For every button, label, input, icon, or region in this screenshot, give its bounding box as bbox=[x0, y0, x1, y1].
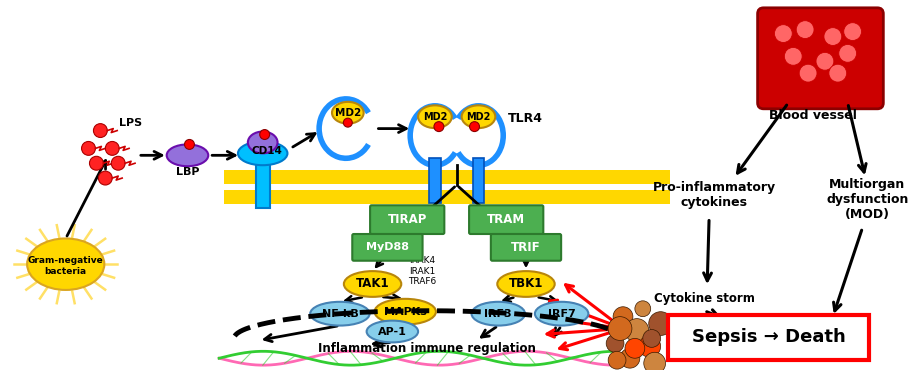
Text: LBP: LBP bbox=[176, 167, 199, 177]
FancyBboxPatch shape bbox=[668, 315, 869, 360]
Circle shape bbox=[829, 64, 846, 82]
Circle shape bbox=[606, 334, 624, 352]
Circle shape bbox=[111, 156, 125, 170]
Text: MD2: MD2 bbox=[467, 112, 491, 122]
Circle shape bbox=[184, 140, 194, 150]
Text: MyD88: MyD88 bbox=[366, 243, 409, 252]
Ellipse shape bbox=[167, 144, 208, 166]
Circle shape bbox=[839, 45, 856, 62]
FancyBboxPatch shape bbox=[370, 205, 445, 234]
Circle shape bbox=[643, 330, 660, 347]
Ellipse shape bbox=[497, 271, 555, 297]
Ellipse shape bbox=[248, 132, 278, 153]
Text: Cytokine storm: Cytokine storm bbox=[654, 292, 755, 305]
Ellipse shape bbox=[471, 302, 525, 326]
Circle shape bbox=[796, 21, 814, 39]
Circle shape bbox=[620, 348, 640, 368]
Text: NF-kB: NF-kB bbox=[322, 309, 359, 319]
Text: Multiorgan
dysfunction
(MOD): Multiorgan dysfunction (MOD) bbox=[826, 178, 909, 221]
Circle shape bbox=[816, 52, 834, 70]
Text: IRF3: IRF3 bbox=[484, 309, 512, 319]
Text: MAPKs: MAPKs bbox=[384, 307, 426, 317]
Circle shape bbox=[800, 64, 817, 82]
Ellipse shape bbox=[332, 102, 364, 124]
Text: TBK1: TBK1 bbox=[509, 278, 543, 291]
Circle shape bbox=[844, 23, 862, 41]
Circle shape bbox=[343, 118, 352, 127]
Circle shape bbox=[105, 141, 119, 155]
Circle shape bbox=[608, 351, 626, 369]
FancyBboxPatch shape bbox=[757, 8, 883, 109]
Text: IRF7: IRF7 bbox=[547, 309, 576, 319]
Bar bbox=[472, 158, 484, 203]
Text: TIRAP: TIRAP bbox=[388, 213, 427, 226]
Circle shape bbox=[260, 129, 270, 140]
Text: MD2: MD2 bbox=[423, 112, 447, 122]
Circle shape bbox=[82, 141, 95, 155]
Ellipse shape bbox=[374, 299, 436, 325]
Circle shape bbox=[784, 47, 802, 65]
Ellipse shape bbox=[310, 302, 370, 326]
Circle shape bbox=[625, 339, 645, 358]
Text: Gram-negative: Gram-negative bbox=[28, 256, 104, 265]
FancyBboxPatch shape bbox=[470, 205, 543, 234]
Circle shape bbox=[824, 28, 842, 45]
Text: TLR4: TLR4 bbox=[508, 112, 543, 125]
Text: CD14: CD14 bbox=[251, 146, 282, 156]
Circle shape bbox=[639, 336, 660, 357]
Ellipse shape bbox=[461, 105, 495, 128]
Ellipse shape bbox=[367, 321, 418, 342]
Circle shape bbox=[644, 352, 666, 372]
Circle shape bbox=[434, 122, 444, 132]
Text: Pro-inflammatory
cytokines: Pro-inflammatory cytokines bbox=[653, 181, 776, 209]
Text: Inflammation immune regulation: Inflammation immune regulation bbox=[318, 342, 536, 355]
Text: IRAK4
IRAK1
TRAF6: IRAK4 IRAK1 TRAF6 bbox=[408, 256, 436, 286]
Text: TRAM: TRAM bbox=[487, 213, 525, 226]
Ellipse shape bbox=[344, 271, 402, 297]
Circle shape bbox=[625, 319, 648, 342]
Ellipse shape bbox=[238, 141, 287, 165]
Bar bbox=[256, 158, 270, 208]
Text: Sepsis → Death: Sepsis → Death bbox=[691, 328, 845, 346]
Ellipse shape bbox=[418, 105, 452, 128]
Text: TRIF: TRIF bbox=[511, 241, 541, 254]
Bar bbox=[429, 158, 441, 203]
Circle shape bbox=[635, 301, 651, 317]
Circle shape bbox=[608, 317, 632, 340]
FancyBboxPatch shape bbox=[491, 234, 561, 261]
Circle shape bbox=[775, 25, 792, 42]
Text: TAK1: TAK1 bbox=[356, 278, 390, 291]
FancyBboxPatch shape bbox=[352, 234, 423, 261]
Circle shape bbox=[98, 171, 112, 185]
Text: AP-1: AP-1 bbox=[378, 327, 407, 337]
Circle shape bbox=[613, 307, 633, 327]
Text: Blood vessel: Blood vessel bbox=[769, 109, 857, 122]
Circle shape bbox=[648, 312, 672, 336]
Ellipse shape bbox=[535, 302, 589, 326]
Circle shape bbox=[90, 156, 104, 170]
Ellipse shape bbox=[28, 238, 105, 290]
Circle shape bbox=[94, 124, 107, 138]
Circle shape bbox=[470, 122, 480, 132]
Text: bacteria: bacteria bbox=[45, 267, 87, 276]
Text: LPS: LPS bbox=[118, 118, 141, 128]
Bar bbox=[224, 190, 669, 204]
Text: MD2: MD2 bbox=[335, 108, 361, 118]
Bar bbox=[224, 170, 669, 184]
